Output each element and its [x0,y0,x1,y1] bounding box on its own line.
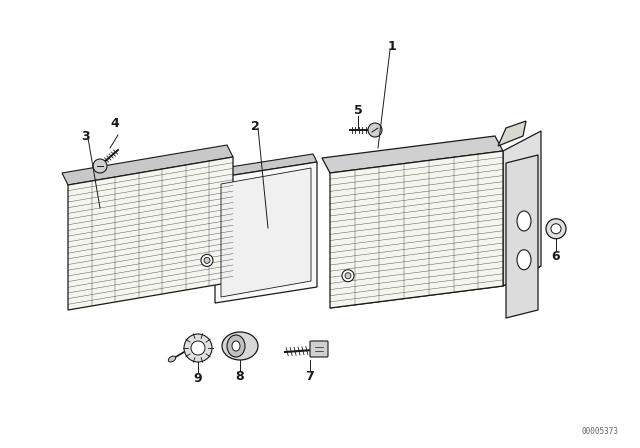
Polygon shape [62,145,233,185]
Polygon shape [503,131,541,286]
Ellipse shape [227,335,245,357]
Circle shape [345,273,351,279]
Ellipse shape [517,250,531,270]
Ellipse shape [168,356,176,362]
Ellipse shape [232,341,240,351]
Circle shape [204,258,210,263]
Text: 2: 2 [251,120,259,133]
Polygon shape [322,136,503,173]
Polygon shape [330,151,503,308]
Polygon shape [330,266,541,308]
Circle shape [368,123,382,137]
Polygon shape [498,121,526,146]
Text: 4: 4 [111,116,120,129]
Text: 7: 7 [306,370,314,383]
Circle shape [184,334,212,362]
Circle shape [546,219,566,239]
Circle shape [551,224,561,234]
Polygon shape [221,168,311,297]
FancyBboxPatch shape [310,341,328,357]
Circle shape [191,341,205,355]
Polygon shape [211,154,317,178]
Polygon shape [68,157,233,310]
Polygon shape [215,162,317,303]
Text: 1: 1 [388,39,396,52]
Ellipse shape [517,211,531,231]
Circle shape [93,159,107,173]
Text: 3: 3 [81,129,90,142]
Ellipse shape [222,332,258,360]
Text: 8: 8 [236,370,244,383]
Text: 9: 9 [194,371,202,384]
Text: 00005373: 00005373 [581,427,618,436]
Circle shape [342,270,354,282]
Text: 6: 6 [552,250,560,263]
Polygon shape [506,155,538,318]
Circle shape [201,254,213,267]
Text: 5: 5 [354,103,362,116]
